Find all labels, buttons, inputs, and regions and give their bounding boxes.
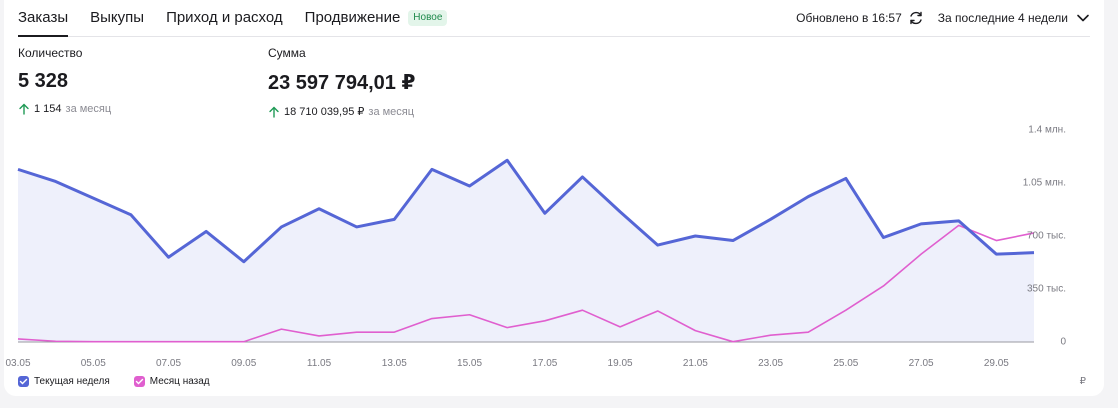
y-tick-label: 1.05 млн. [1022,177,1066,189]
currency-label: ₽ [1079,376,1086,387]
chart-legend: Текущая неделя Месяц назад [18,376,234,387]
x-tick-label: 07.05 [156,358,182,369]
x-tick-label: 13.05 [381,358,407,369]
legend-label-current: Текущая неделя [34,376,110,387]
orders-chart[interactable] [4,0,1104,396]
series-current-line [17,158,1035,264]
arrow-up-icon [19,103,29,115]
x-tick-label: 27.05 [908,358,934,369]
x-tick-label: 15.05 [457,358,483,369]
x-tick-label: 11.05 [306,358,332,369]
x-tick-label: 21.05 [682,358,708,369]
tab-orders[interactable]: Заказы [18,0,69,37]
metric-sum: Сумма 23 597 794,01 ₽ 18 710 039,95 ₽ за… [268,46,415,118]
series-current-area [18,160,1034,342]
checkbox-previous[interactable] [133,376,145,387]
x-tick-label: 25.05 [833,358,859,369]
check-icon [135,378,143,385]
orders-widget: Заказы Выкупы Приход и расход Продвижени… [4,0,1104,396]
legend-item-previous[interactable]: Месяц назад [133,376,210,387]
new-badge[interactable]: Новое [408,10,448,26]
check-icon [19,378,28,385]
tab-income-expense[interactable]: Приход и расход [166,9,283,26]
metric-count-delta-suffix: за месяц [65,103,112,115]
arrow-up-icon [269,106,279,118]
x-tick-label: 23.05 [758,358,784,369]
checkbox-current[interactable] [18,376,29,387]
y-tick-label: 0 [1060,336,1066,348]
metric-sum-delta-suffix: за месяц [368,105,415,118]
refresh-icon[interactable] [908,10,924,26]
x-tick-label: 09.05 [231,358,257,369]
x-tick-label: 17.05 [532,358,558,369]
header-controls: Обновлено в 16:57 За последние 4 недели [796,0,1090,36]
metric-sum-value: 23 597 794,01 ₽ [268,72,416,94]
legend-item-current[interactable]: Текущая неделя [18,376,110,387]
period-select[interactable]: За последние 4 недели [937,11,1068,25]
tab-promotion[interactable]: Продвижение [304,9,401,26]
y-tick-label: 350 тыс. [1026,283,1066,295]
tab-buyouts[interactable]: Выкупы [90,9,145,26]
metric-count-value: 5 328 [18,70,69,92]
metric-sum-delta-value: 18 710 039,95 ₽ [284,106,365,118]
y-tick-label: 1.4 млн. [1028,124,1066,136]
chevron-down-icon[interactable] [1076,11,1090,25]
series-previous-line [17,224,1035,343]
x-tick-label: 03.05 [5,358,31,369]
x-tick-label: 05.05 [80,358,106,369]
metric-count-delta-value: 1 154 [34,103,62,115]
metric-sum-label: Сумма [268,46,306,60]
metric-count: Количество 5 328 1 154 за месяц [18,46,111,115]
y-tick-label: 700 тыс. [1026,230,1066,242]
x-tick-label: 19.05 [607,358,633,369]
legend-label-previous: Месяц назад [149,376,210,387]
x-tick-label: 29.05 [983,358,1009,369]
metric-sum-delta: 18 710 039,95 ₽ за месяц [268,105,415,118]
metric-count-label: Количество [18,46,83,60]
tab-bar: Заказы Выкупы Приход и расход Продвижени… [18,0,1090,37]
updated-time: Обновлено в 16:57 [796,11,902,25]
metric-count-delta: 1 154 за месяц [18,103,111,115]
